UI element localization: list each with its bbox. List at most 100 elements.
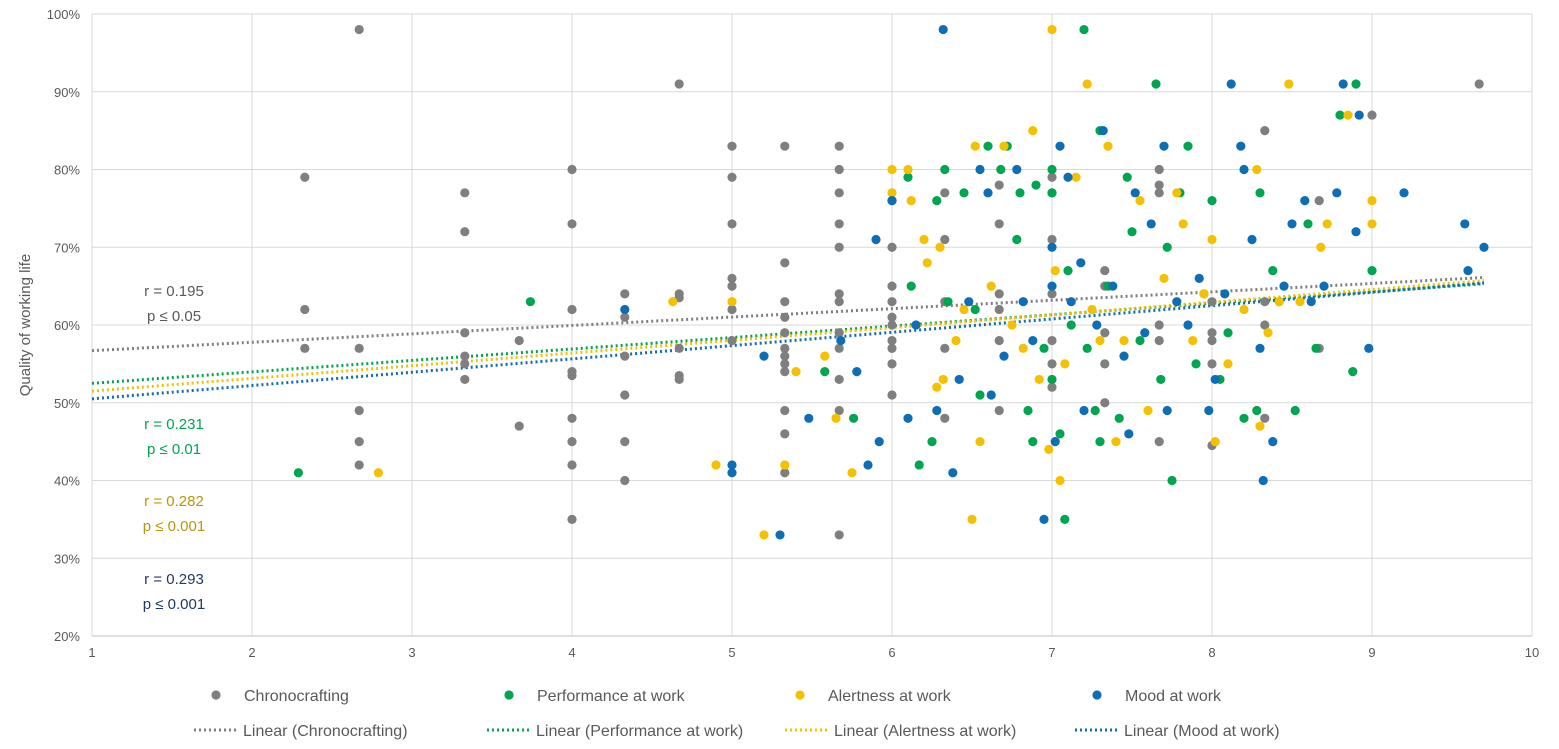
legend-label: Performance at work (537, 688, 686, 705)
y-tick-label: 20% (54, 629, 80, 644)
data-point-series-2 (975, 437, 985, 447)
data-point-series-0 (460, 351, 470, 361)
data-point-series-0 (887, 297, 897, 307)
data-point-series-2 (1135, 196, 1145, 206)
data-point-series-2 (373, 468, 383, 478)
x-tick-label: 8 (1208, 645, 1215, 660)
annotation-p: p ≤ 0.01 (147, 441, 201, 458)
data-point-series-0 (620, 437, 630, 447)
data-point-series-0 (1154, 437, 1164, 447)
data-point-series-0 (727, 281, 737, 291)
legend-trend-label: Linear (Performance at work) (536, 723, 743, 740)
data-point-series-0 (300, 172, 310, 182)
data-point-series-3 (1351, 227, 1361, 237)
data-point-series-1 (1290, 405, 1300, 416)
data-point-series-2 (1044, 444, 1054, 454)
gridlines (91, 13, 1533, 637)
data-point-series-3 (1092, 320, 1102, 330)
data-point-series-0 (460, 227, 470, 237)
y-tick-label: 90% (54, 85, 80, 100)
data-point-series-2 (1087, 304, 1097, 315)
data-point-series-0 (994, 405, 1004, 416)
data-point-series-1 (1335, 110, 1345, 120)
data-point-series-1 (906, 281, 916, 291)
data-point-series-2 (906, 196, 916, 206)
correlation-annotations: r = 0.195 p ≤ 0.05 r = 0.231 p ≤ 0.01 r = 0.… (143, 283, 205, 613)
data-point-series-0 (887, 359, 897, 369)
x-tick-label: 10 (1525, 645, 1539, 660)
data-point-series-0 (1207, 335, 1217, 346)
data-point-series-1 (1223, 328, 1233, 338)
data-point-series-1 (1255, 188, 1265, 198)
data-point-series-2 (932, 382, 942, 392)
data-point-series-1 (1028, 437, 1038, 447)
x-tick-label: 4 (568, 645, 575, 660)
legend-label: Mood at work (1125, 688, 1222, 705)
data-point-series-0 (834, 530, 844, 540)
data-point-series-3 (1354, 110, 1364, 120)
data-point-series-1 (1348, 367, 1358, 377)
data-point-series-0 (1100, 265, 1110, 276)
data-point-series-1 (1066, 320, 1076, 330)
data-point-series-0 (460, 188, 470, 198)
legend-trend-label: Linear (Alertness at work) (834, 723, 1016, 740)
data-point-series-1 (1047, 188, 1057, 198)
data-point-series-1 (820, 367, 830, 377)
data-point-series-3 (1319, 281, 1329, 291)
data-point-series-3 (620, 304, 630, 315)
data-point-series-0 (1047, 234, 1057, 245)
data-point-series-2 (1178, 219, 1188, 229)
data-point-series-0 (994, 180, 1004, 190)
data-point-series-0 (1154, 180, 1164, 190)
data-point-series-3 (983, 188, 993, 198)
data-point-series-1 (1122, 172, 1132, 182)
legend-marker (1092, 690, 1102, 700)
data-point-series-3 (1098, 126, 1108, 136)
data-point-series-2 (1007, 320, 1017, 330)
data-point-series-3 (1063, 172, 1073, 182)
annotation-r: r = 0.231 (144, 416, 204, 433)
data-point-series-1 (1047, 374, 1057, 385)
data-point-series-1 (1156, 374, 1166, 385)
data-point-series-0 (1154, 164, 1164, 175)
data-point-series-3 (1226, 79, 1236, 89)
data-point-series-1 (1114, 413, 1124, 423)
data-point-series-2 (780, 460, 790, 470)
data-point-series-0 (1047, 289, 1057, 299)
data-point-series-1 (1095, 437, 1105, 447)
data-point-series-3 (1172, 297, 1182, 307)
data-point-series-1 (983, 141, 993, 151)
data-point-series-1 (293, 468, 303, 478)
annotation-r: r = 0.195 (144, 283, 204, 300)
data-point-series-3 (1047, 242, 1057, 252)
data-point-series-2 (970, 141, 980, 151)
data-point-series-3 (1239, 164, 1249, 175)
data-point-series-3 (975, 164, 985, 175)
data-point-series-3 (836, 335, 846, 346)
data-point-series-0 (834, 289, 844, 299)
data-point-series-0 (567, 514, 577, 524)
data-point-series-0 (780, 405, 790, 416)
data-point-series-3 (852, 367, 862, 377)
data-point-series-2 (1159, 273, 1169, 283)
x-tick-label: 5 (728, 645, 735, 660)
data-point-series-0 (834, 297, 844, 307)
data-point-series-1 (1127, 227, 1137, 237)
data-point-series-2 (1207, 234, 1217, 245)
data-point-series-0 (887, 312, 897, 322)
data-point-series-0 (1047, 359, 1057, 369)
data-point-series-3 (938, 24, 948, 35)
data-point-series-1 (1039, 343, 1049, 353)
data-point-series-0 (780, 367, 790, 377)
data-point-series-0 (1100, 398, 1110, 408)
data-point-series-1 (996, 164, 1006, 175)
data-point-series-2 (1028, 126, 1038, 136)
data-point-series-3 (903, 413, 913, 423)
data-point-series-3 (964, 297, 974, 307)
data-point-series-0 (620, 351, 630, 361)
data-point-series-3 (1028, 335, 1038, 346)
data-point-series-0 (887, 343, 897, 353)
data-point-series-3 (1287, 219, 1297, 229)
data-point-series-0 (1154, 320, 1164, 330)
